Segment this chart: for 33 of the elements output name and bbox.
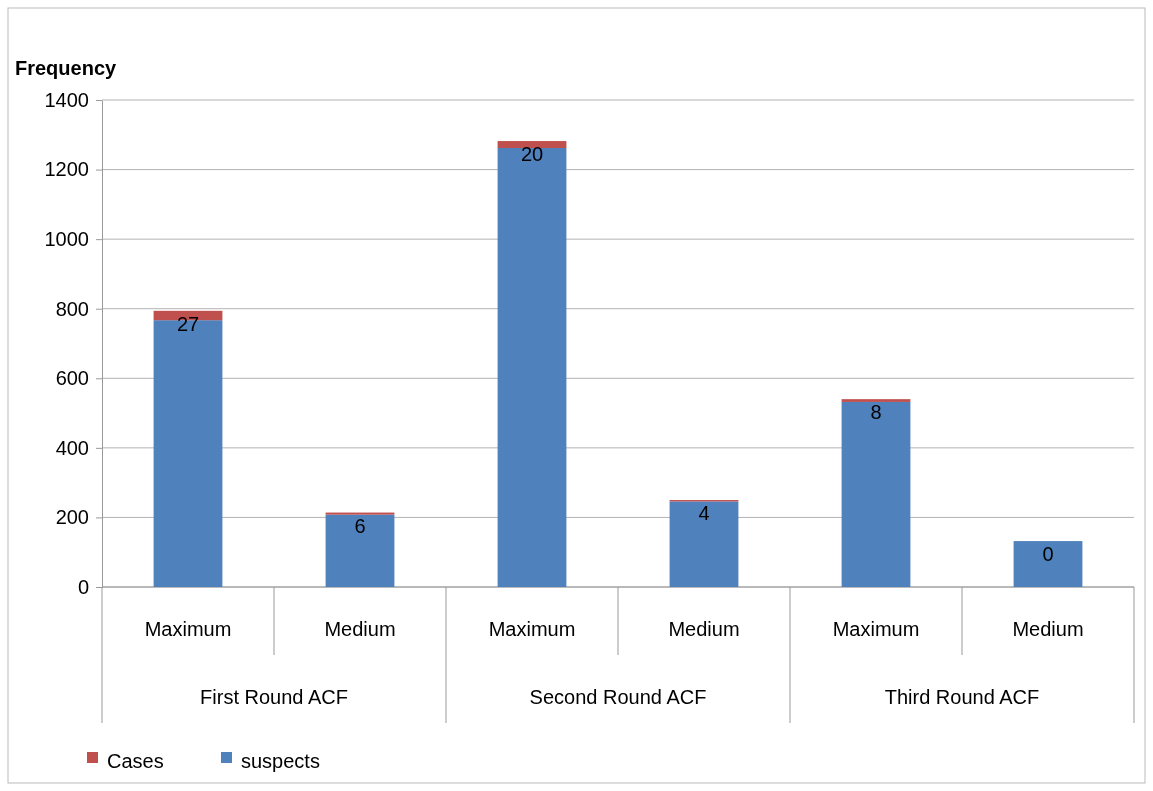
data-label: 4	[698, 502, 710, 525]
x-tick-label: Medium	[668, 618, 740, 640]
x-tick-label: Medium	[1012, 618, 1084, 640]
bar	[841, 401, 911, 587]
text: First Round ACF	[200, 686, 348, 708]
text: Second Round ACF	[529, 686, 707, 708]
y-tick-label: 0	[77, 575, 89, 598]
bar	[497, 141, 567, 148]
data-label: 20	[520, 143, 544, 166]
y-tick-label: 1200	[44, 158, 89, 181]
y-tick-label: 200	[55, 506, 89, 529]
y-tick-label: 1000	[44, 228, 89, 251]
bar	[325, 512, 395, 515]
bar	[1013, 541, 1083, 587]
y-tick-label: 400	[55, 436, 89, 459]
data-label: 0	[1042, 543, 1054, 566]
bar	[841, 399, 911, 402]
text: Third Round ACF	[884, 686, 1040, 708]
x-tick-label: Medium	[324, 618, 396, 640]
legend-label: Cases	[107, 750, 164, 773]
bar	[497, 148, 567, 587]
data-label: 8	[870, 401, 882, 424]
y-tick-label: 800	[55, 297, 89, 320]
data-label: 6	[354, 514, 366, 537]
bar	[669, 501, 739, 587]
x-tick-label: Maximum	[488, 618, 576, 640]
x-tick-label: Maximum	[832, 618, 920, 640]
y-tick-label: 1400	[44, 88, 89, 111]
bar	[325, 514, 395, 587]
x-tick-label: Maximum	[144, 618, 232, 640]
y-tick-label: 600	[55, 367, 89, 390]
legend-label: suspects	[241, 750, 320, 773]
y-axis-title: Frequency	[15, 57, 118, 79]
